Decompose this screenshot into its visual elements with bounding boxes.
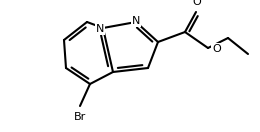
- Text: N: N: [96, 24, 104, 34]
- Text: N: N: [132, 16, 140, 26]
- Text: O: O: [193, 0, 202, 7]
- Text: Br: Br: [74, 112, 86, 122]
- Text: O: O: [212, 44, 221, 54]
